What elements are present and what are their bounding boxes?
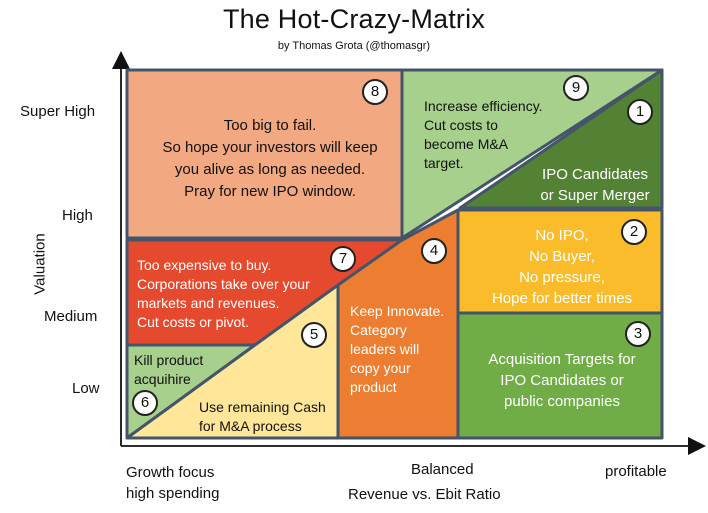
x-label-right: profitable [605, 463, 667, 480]
cell-8-text: Too big to fail. So hope your investors … [162, 117, 378, 200]
cell-4-text: Keep Innovate. Category leaders will cop… [350, 303, 445, 395]
cell-7-number-badge: 7 [330, 246, 356, 272]
x-label-left: Growth focus high spending [126, 464, 220, 502]
y-level-high: High [62, 207, 93, 224]
cell-9-shape [400, 68, 664, 240]
x-axis-title: Revenue vs. Ebit Ratio [348, 486, 501, 503]
cell-9-number-badge: 9 [563, 75, 589, 101]
cell-8-number-badge: 8 [362, 79, 388, 105]
cell-3-number-badge: 3 [625, 321, 651, 347]
y-level-super-high: Super High [20, 103, 96, 120]
page-subtitle: by Thomas Grota (@thomasgr) [277, 40, 431, 52]
cell-2-number-badge: 2 [621, 219, 647, 245]
y-axis-title: Valuation [31, 233, 49, 295]
cell-1-number-badge: 1 [627, 99, 653, 125]
cell-4-number-badge: 4 [421, 238, 447, 264]
cell-3-text: Acquisition Targets for IPO Candidates o… [488, 351, 636, 410]
x-label-mid: Balanced [411, 461, 474, 478]
cell-1-shape [458, 68, 664, 210]
cell-6-text: Kill product acquihire [134, 352, 204, 387]
page-title: The Hot-Crazy-Matrix [222, 4, 486, 34]
cell-2-text: No IPO, No Buyer, No pressure, Hope for … [491, 227, 633, 307]
cell-1-text: IPO Candidates or Super Merger [540, 166, 650, 204]
cell-7-text: Too expensive to buy. Corporations take … [137, 257, 310, 330]
cell-9-text: Increase efficiency. Cut costs to become… [424, 98, 543, 171]
cell-5-shape [125, 283, 340, 440]
y-level-low: Low [72, 380, 100, 397]
cell-5-number-badge: 5 [301, 322, 327, 348]
y-level-medium: Medium [44, 308, 98, 325]
cell-6-number-badge: 6 [132, 390, 158, 416]
cell-5-text: Use remaining Cash for M&A process [199, 399, 326, 434]
